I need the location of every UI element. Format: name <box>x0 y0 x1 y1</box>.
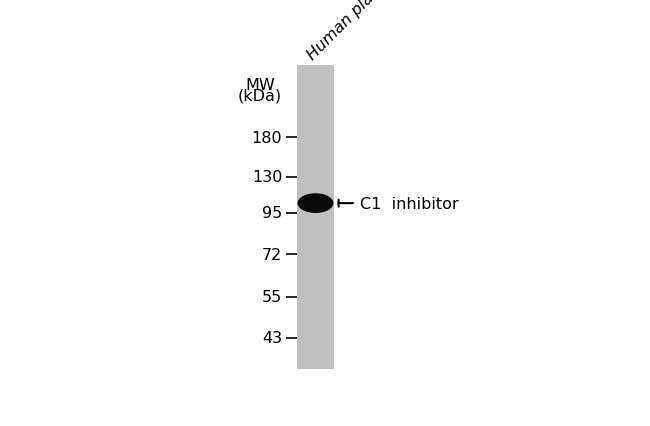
Ellipse shape <box>298 194 333 213</box>
Text: (kDa): (kDa) <box>238 88 282 103</box>
Text: 72: 72 <box>262 247 282 262</box>
Text: 180: 180 <box>252 130 282 146</box>
Text: 95: 95 <box>262 206 282 221</box>
Text: 43: 43 <box>262 331 282 345</box>
Text: 55: 55 <box>262 290 282 305</box>
Bar <box>296 66 334 369</box>
Text: C1  inhibitor: C1 inhibitor <box>360 196 458 211</box>
Text: 130: 130 <box>252 170 282 185</box>
Text: MW: MW <box>245 78 275 93</box>
Text: Human plasma: Human plasma <box>305 0 401 63</box>
